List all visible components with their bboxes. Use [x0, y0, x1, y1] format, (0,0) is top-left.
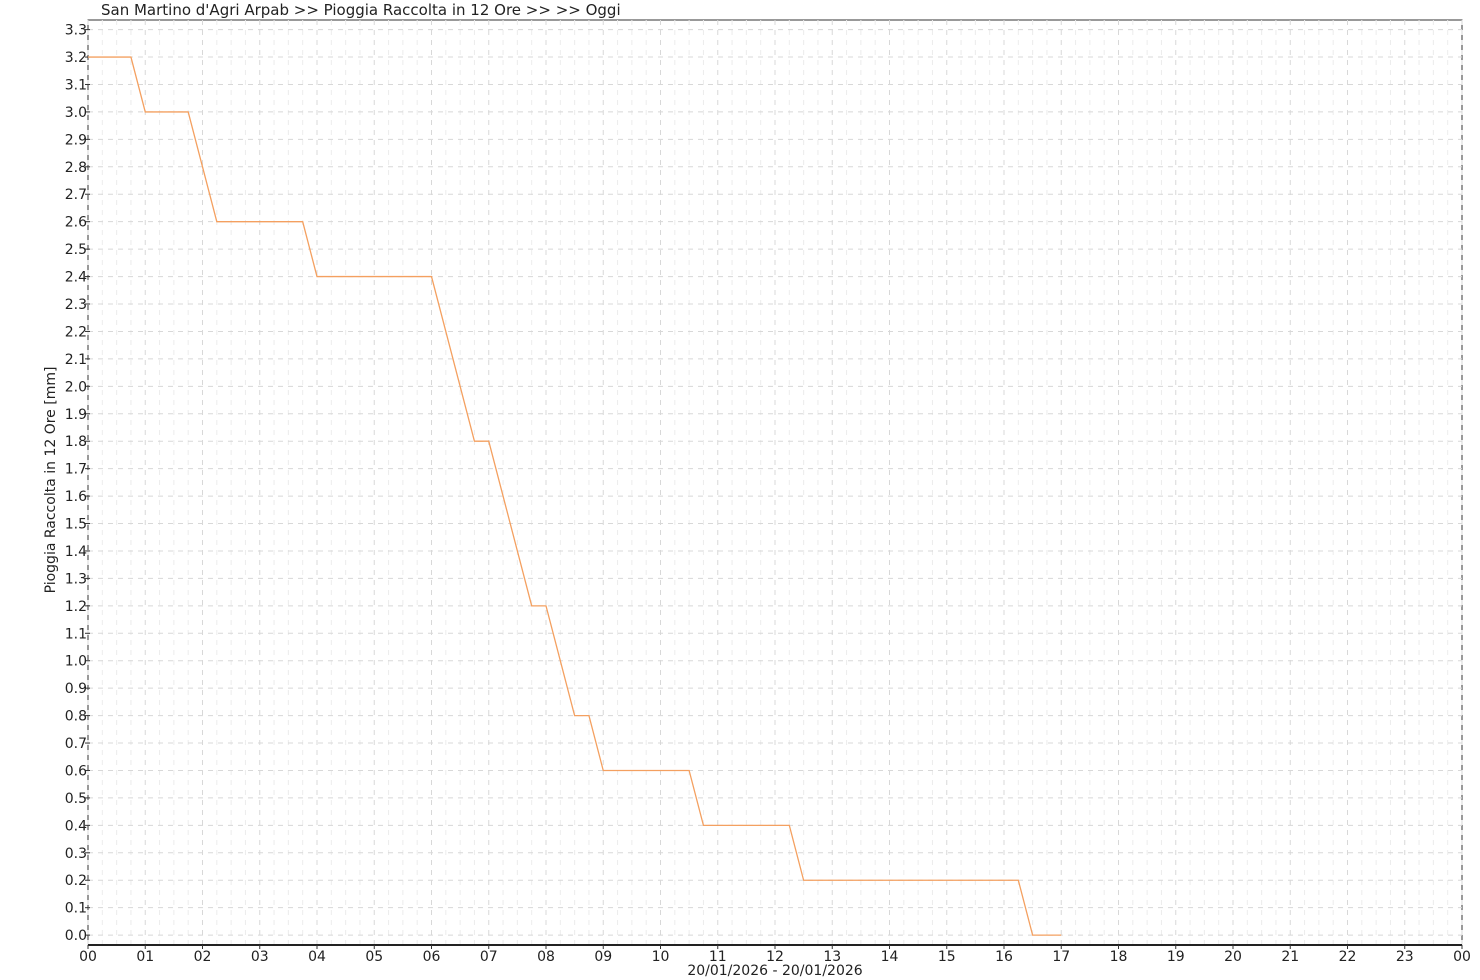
x-tick-label: 07	[480, 949, 498, 965]
series-line	[88, 56, 1062, 936]
x-tick-label: 21	[1281, 949, 1299, 965]
y-tick-label: 3.0	[65, 105, 87, 121]
y-tick-label: 1.5	[65, 517, 87, 533]
y-tick-label: 1.8	[65, 434, 87, 450]
x-tick-label: 03	[251, 949, 269, 965]
y-tick-label: 0.0	[65, 928, 87, 944]
y-tick-label: 0.4	[65, 818, 87, 834]
chart-title: San Martino d'Agri Arpab >> Pioggia Racc…	[101, 1, 621, 19]
y-tick-label: 0.8	[65, 709, 87, 725]
y-tick-label: 0.5	[65, 791, 87, 807]
y-tick-label: 2.5	[65, 242, 87, 258]
y-tick-label: 1.7	[65, 462, 87, 478]
x-tick-label: 11	[709, 949, 727, 965]
y-tick-label: 0.1	[65, 901, 87, 917]
x-tick-label: 05	[365, 949, 383, 965]
x-tick-label: 00	[1453, 949, 1471, 965]
y-tick-label: 2.7	[65, 187, 87, 203]
x-tick-label: 00	[79, 949, 97, 965]
x-tick-label: 09	[594, 949, 612, 965]
x-tick-label: 10	[652, 949, 670, 965]
y-tick-label: 1.1	[65, 626, 87, 642]
x-tick-label: 20	[1224, 949, 1242, 965]
x-tick-label: 22	[1339, 949, 1357, 965]
x-tick-label: 01	[136, 949, 154, 965]
y-tick-label: 1.6	[65, 489, 87, 505]
grid	[87, 19, 1463, 946]
y-tick-label: 2.0	[65, 379, 87, 395]
y-tick-label: 2.2	[65, 324, 87, 340]
x-tick-label: 18	[1110, 949, 1128, 965]
y-tick-label: 2.3	[65, 297, 87, 313]
y-tick-label: 2.6	[65, 215, 87, 231]
x-tick-label: 02	[194, 949, 212, 965]
y-tick-label: 1.2	[65, 599, 87, 615]
y-tick-label: 2.8	[65, 160, 87, 176]
x-tick-label: 23	[1396, 949, 1414, 965]
x-tick-label: 19	[1167, 949, 1185, 965]
x-tick-label: 13	[823, 949, 841, 965]
x-tick-label: 14	[881, 949, 899, 965]
x-tick-label: 17	[1052, 949, 1070, 965]
y-tick-label: 2.9	[65, 132, 87, 148]
y-tick-label: 3.2	[65, 50, 87, 66]
y-tick-label: 0.3	[65, 846, 87, 862]
y-tick-label: 0.2	[65, 873, 87, 889]
y-tick-label: 1.9	[65, 407, 87, 423]
y-tick-label: 3.1	[65, 77, 87, 93]
y-tick-label: 1.0	[65, 654, 87, 670]
y-axis-label: Pioggia Raccolta in 12 Ore [mm]	[43, 367, 59, 594]
y-tick-label: 0.9	[65, 681, 87, 697]
x-tick-label: 16	[995, 949, 1013, 965]
x-tick-label: 06	[423, 949, 441, 965]
y-tick-label: 2.4	[65, 270, 87, 286]
y-tick-label: 1.3	[65, 571, 87, 587]
x-tick-label: 12	[766, 949, 784, 965]
x-tick-label: 04	[308, 949, 326, 965]
x-tick-label: 15	[938, 949, 956, 965]
x-axis: 00 01 02 03 04 05 06 07 08 09 10 11 12 13 14 15 16 17 18 19…	[79, 944, 1471, 965]
y-tick-label: 2.1	[65, 352, 87, 368]
x-tick-label: 08	[537, 949, 555, 965]
x-axis-label: 20/01/2026 - 20/01/2026	[687, 963, 862, 979]
y-tick-label: 1.4	[65, 544, 87, 560]
y-tick-label: 3.3	[65, 23, 87, 39]
y-tick-label: 0.6	[65, 763, 87, 779]
y-tick-label: 0.7	[65, 736, 87, 752]
y-axis: 0.0 0.1 0.2 0.3 0.4 0.5 0.6 0.7 0.8 0.9 1.0 1.1 1.2 1…	[65, 23, 90, 944]
